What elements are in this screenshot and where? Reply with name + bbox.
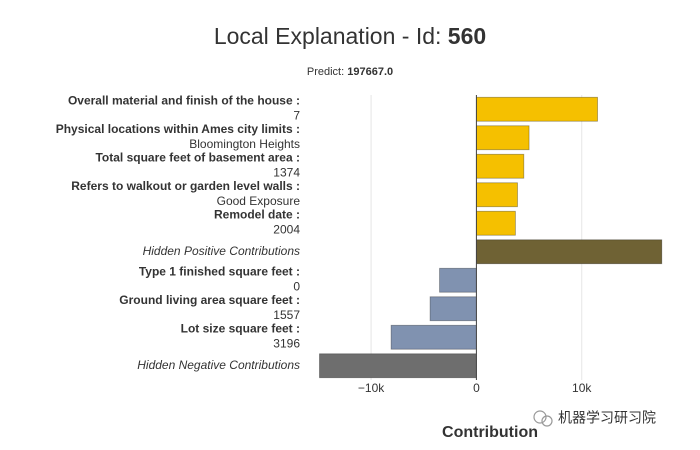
bar [476, 210, 516, 236]
feature-value: 1557 [273, 308, 300, 322]
bar [390, 324, 477, 350]
feature-name: Overall material and finish of the house… [68, 93, 300, 107]
hidden-label: Hidden Positive Contributions [143, 244, 300, 258]
feature-name: Refers to walkout or garden level walls … [71, 179, 300, 193]
chart-title: Local Explanation - Id: 560 [214, 23, 486, 49]
hidden-label: Hidden Negative Contributions [137, 358, 300, 372]
bar [429, 296, 477, 322]
bar [476, 153, 525, 179]
feature-name: Total square feet of basement area : [95, 150, 300, 164]
feature-name: Physical locations within Ames city limi… [56, 122, 300, 136]
subtitle-text: Predict: [307, 66, 347, 78]
subtitle: Predict: 197667.0 [307, 66, 393, 78]
feature-value: 2004 [273, 222, 300, 236]
icon-circle [541, 415, 553, 427]
feature-name: Ground living area square feet : [119, 293, 300, 307]
feature-name: Lot size square feet : [181, 321, 300, 335]
feature-value: Good Exposure [217, 194, 301, 208]
feature-name: Remodel date : [214, 207, 300, 221]
feature-value: 0 [293, 279, 300, 293]
title-text: Local Explanation - Id: [214, 23, 448, 49]
x-tick-label: 0 [473, 381, 480, 395]
bar [319, 353, 477, 379]
x-tick-label: −10k [358, 381, 385, 395]
bar [476, 182, 518, 208]
feature-value: 1374 [273, 165, 300, 179]
subtitle-value: 197667.0 [347, 66, 393, 78]
x-axis-title: Contribution [442, 424, 538, 441]
bar [476, 96, 598, 122]
icon-circle [533, 410, 547, 424]
watermark: 机器学习研习院 [558, 410, 656, 426]
bar [439, 267, 477, 293]
feature-value: Bloomington Heights [189, 137, 300, 151]
feature-value: 3196 [273, 336, 300, 350]
bar [476, 125, 530, 151]
feature-name: Type 1 finished square feet : [139, 264, 300, 278]
bar [476, 239, 663, 265]
title-id: 560 [448, 23, 486, 49]
x-tick-label: 10k [572, 381, 592, 395]
watermark-icon [533, 410, 553, 427]
feature-value: 7 [293, 108, 300, 122]
